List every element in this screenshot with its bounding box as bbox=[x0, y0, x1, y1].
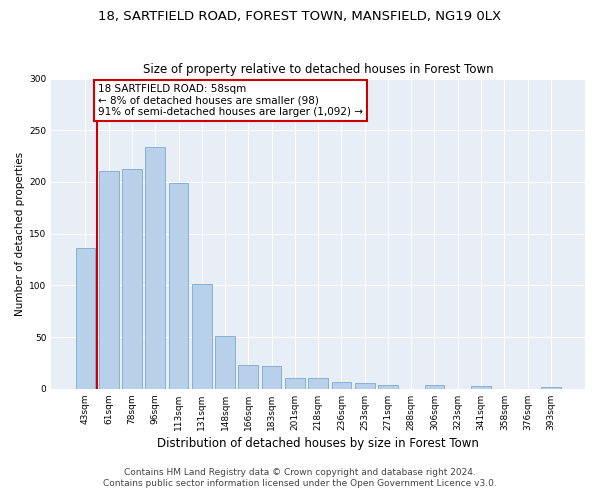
Bar bbox=[215, 336, 235, 389]
Bar bbox=[541, 387, 561, 389]
Text: 18, SARTFIELD ROAD, FOREST TOWN, MANSFIELD, NG19 0LX: 18, SARTFIELD ROAD, FOREST TOWN, MANSFIE… bbox=[98, 10, 502, 23]
Bar bbox=[145, 147, 165, 389]
Bar bbox=[425, 384, 445, 389]
Bar bbox=[169, 183, 188, 389]
Text: Contains HM Land Registry data © Crown copyright and database right 2024.
Contai: Contains HM Land Registry data © Crown c… bbox=[103, 468, 497, 487]
Bar bbox=[308, 378, 328, 389]
Bar bbox=[262, 366, 281, 389]
Text: 18 SARTFIELD ROAD: 58sqm
← 8% of detached houses are smaller (98)
91% of semi-de: 18 SARTFIELD ROAD: 58sqm ← 8% of detache… bbox=[98, 84, 363, 117]
Bar bbox=[471, 386, 491, 389]
Bar bbox=[355, 382, 374, 389]
X-axis label: Distribution of detached houses by size in Forest Town: Distribution of detached houses by size … bbox=[157, 437, 479, 450]
Y-axis label: Number of detached properties: Number of detached properties bbox=[15, 152, 25, 316]
Bar bbox=[378, 384, 398, 389]
Bar bbox=[99, 170, 119, 389]
Bar bbox=[238, 365, 258, 389]
Bar bbox=[192, 284, 212, 389]
Bar bbox=[76, 248, 95, 389]
Bar bbox=[122, 168, 142, 389]
Title: Size of property relative to detached houses in Forest Town: Size of property relative to detached ho… bbox=[143, 63, 493, 76]
Bar bbox=[332, 382, 352, 389]
Bar bbox=[285, 378, 305, 389]
